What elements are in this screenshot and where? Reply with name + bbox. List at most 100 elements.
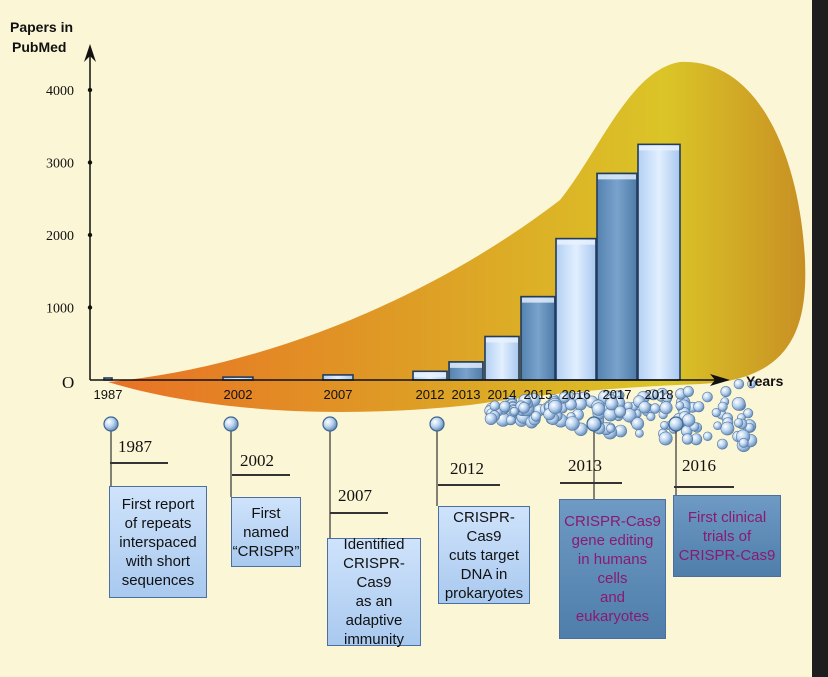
bead: [747, 379, 756, 389]
milestone-year-2013: 2013: [568, 456, 602, 475]
bead: [605, 423, 616, 434]
bead: [631, 417, 645, 431]
milestone-marker: [429, 416, 445, 432]
milestone-year-2007: 2007: [338, 486, 372, 505]
y-tick-dot: [87, 232, 93, 238]
y-axis-label: Papers in: [10, 19, 73, 35]
right-edge-strip: [812, 0, 828, 677]
bead: [530, 411, 542, 422]
bead: [738, 437, 749, 448]
bead: [659, 401, 673, 415]
y-tick-label: 2000: [46, 229, 74, 244]
bead: [717, 438, 728, 450]
bar-group: [103, 143, 681, 381]
milestone-box-2002: First named “CRISPR”: [231, 497, 301, 567]
x-label-2015: 2015: [524, 387, 553, 402]
bead: [660, 420, 669, 430]
milestone-underline: [560, 482, 622, 484]
bead: [682, 385, 694, 397]
bead: [682, 413, 696, 427]
bead: [614, 405, 627, 418]
bead: [565, 398, 577, 411]
bead: [646, 412, 656, 422]
x-label-2012: 2012: [416, 387, 445, 402]
bar-2017: [596, 172, 638, 381]
bar-cap-2016: [557, 239, 595, 245]
x-label-2002: 2002: [224, 387, 253, 402]
bead: [720, 421, 735, 436]
bead: [733, 418, 744, 428]
x-label-1987: 1987: [94, 387, 123, 402]
milestone-box-2016: First clinical trials of CRISPR-Cas9: [673, 495, 781, 577]
bar-2018: [637, 143, 681, 381]
y-tick-label: 4000: [46, 84, 74, 99]
growth-sweep-shape: [108, 61, 806, 412]
bead: [711, 408, 721, 418]
bead: [693, 401, 705, 413]
bead: [702, 391, 713, 403]
bead: [565, 416, 580, 431]
bar-2007: [322, 374, 354, 381]
milestone-underline: [110, 462, 168, 464]
y-axis-arrowhead: [84, 44, 96, 62]
x-label-2007: 2007: [324, 387, 353, 402]
bead: [717, 401, 728, 412]
x-label-2017: 2017: [603, 387, 632, 402]
bar-cap-2017: [598, 174, 636, 180]
bead: [518, 401, 530, 414]
y-tick-dot: [87, 160, 93, 165]
bead: [658, 431, 673, 446]
bead-cluster: [484, 378, 758, 452]
bead: [649, 403, 661, 414]
x-label-2014: 2014: [488, 387, 517, 402]
milestone-year-2012: 2012: [450, 459, 484, 478]
x-label-2016: 2016: [562, 387, 591, 402]
x-category-labels: 1987 2002 2007 2012 2013 2014 2015 2016 2017 2018: [94, 387, 674, 402]
milestone-box-1987: First report of repeats interspaced with…: [109, 486, 207, 598]
x-label-2013: 2013: [452, 387, 481, 402]
bead: [635, 428, 644, 438]
bead: [702, 431, 713, 441]
milestone-underline: [330, 512, 388, 514]
milestone-box-2013: CRISPR-Cas9 gene editing in humans cells…: [559, 499, 666, 639]
y-tick-dot: [87, 87, 93, 93]
bar-cap-2014: [486, 337, 518, 343]
bar-cap-2018: [639, 145, 679, 151]
milestone-marker: [668, 416, 684, 432]
y-tick-label: 1000: [46, 302, 74, 317]
milestone-box-2012: CRISPR-Cas9 cuts target DNA in prokaryot…: [438, 506, 530, 604]
bar-2014: [484, 335, 520, 381]
bar-cap-2015: [522, 297, 554, 303]
milestone-marker: [223, 416, 239, 432]
milestone-marker: [586, 416, 602, 432]
bead: [591, 402, 606, 416]
milestone-year-2002: 2002: [240, 451, 274, 470]
milestone-marker: [322, 416, 338, 432]
y-tick-labels: 1000 2000 3000 4000: [46, 84, 74, 317]
bead: [638, 401, 651, 414]
y-tick-dot: [87, 305, 93, 310]
bead: [743, 408, 754, 419]
y-axis-label-line2: PubMed: [12, 39, 66, 55]
milestone-marker: [103, 416, 119, 432]
milestone-box-2007: Identified CRISPR-Cas9 as an adaptive im…: [327, 536, 421, 648]
origin-label: O: [62, 373, 74, 392]
bead: [489, 400, 500, 411]
bead: [558, 391, 571, 403]
milestone-underline: [674, 486, 734, 488]
milestone-underline: [232, 474, 290, 476]
bead: [731, 396, 746, 411]
bar-2016: [555, 237, 597, 381]
bar-cap-2012: [414, 372, 446, 378]
milestone-year-1987: 1987: [118, 437, 152, 456]
x-label-2018: 2018: [645, 387, 674, 402]
milestone-year-2016: 2016: [682, 456, 716, 475]
bead: [720, 386, 732, 398]
timeline-markers: [103, 416, 684, 538]
y-tick-label: 3000: [46, 157, 74, 172]
bead: [681, 433, 694, 445]
bar-cap-2013: [450, 362, 482, 368]
bead: [548, 399, 563, 415]
x-axis-arrowhead: [710, 374, 730, 386]
